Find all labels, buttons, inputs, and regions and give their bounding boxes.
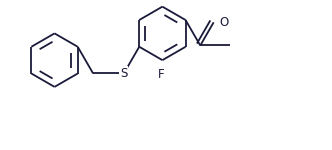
Text: S: S: [120, 67, 127, 80]
Text: F: F: [158, 68, 164, 81]
Text: O: O: [219, 16, 228, 29]
